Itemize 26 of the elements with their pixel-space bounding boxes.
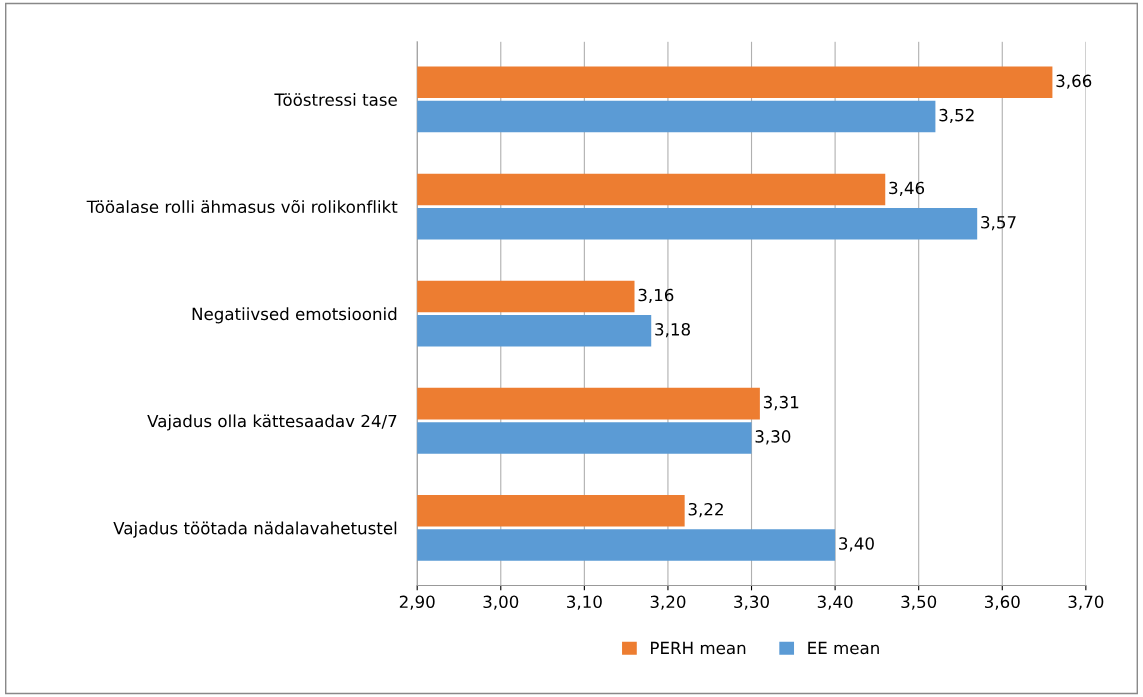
x-tick-label: 2,90 bbox=[399, 595, 435, 610]
y-tick-label: Tööstressi tase bbox=[274, 93, 397, 106]
x-tick-label: 3,70 bbox=[1068, 595, 1104, 610]
y-tick-label: Vajadus töötada nädalavahetustel bbox=[113, 521, 397, 538]
legend-label: PERH mean bbox=[651, 641, 746, 655]
y-tick-label: Tööalase rolli ähmasus või rolikonflikt bbox=[86, 199, 398, 214]
data-label: 3,16 bbox=[638, 288, 674, 304]
data-label: 3,46 bbox=[889, 181, 925, 196]
data-label: 3,30 bbox=[755, 430, 791, 445]
y-tick-label: Vajadus olla kättesaadav 24/7 bbox=[147, 414, 397, 431]
data-label: 3,22 bbox=[688, 502, 723, 518]
legend-label: EE mean bbox=[808, 641, 879, 655]
x-tick-label: 3,10 bbox=[567, 595, 602, 610]
data-label: 3,31 bbox=[763, 395, 799, 411]
data-label: 3,57 bbox=[981, 215, 1016, 231]
x-tick-label: 3,40 bbox=[817, 595, 853, 610]
x-tick-label: 3,30 bbox=[734, 595, 769, 610]
y-tick-label: Negatiivsed emotsioonid bbox=[192, 307, 397, 324]
data-label: 3,66 bbox=[1056, 74, 1092, 89]
data-label: 3,40 bbox=[839, 537, 874, 552]
x-tick-label: 3,20 bbox=[650, 595, 686, 610]
x-tick-label: 3,50 bbox=[901, 595, 937, 610]
data-label: 3,18 bbox=[655, 323, 690, 338]
x-tick-label: 3,00 bbox=[483, 595, 519, 610]
x-tick-label: 3,60 bbox=[984, 595, 1020, 610]
data-label: 3,52 bbox=[939, 108, 974, 124]
